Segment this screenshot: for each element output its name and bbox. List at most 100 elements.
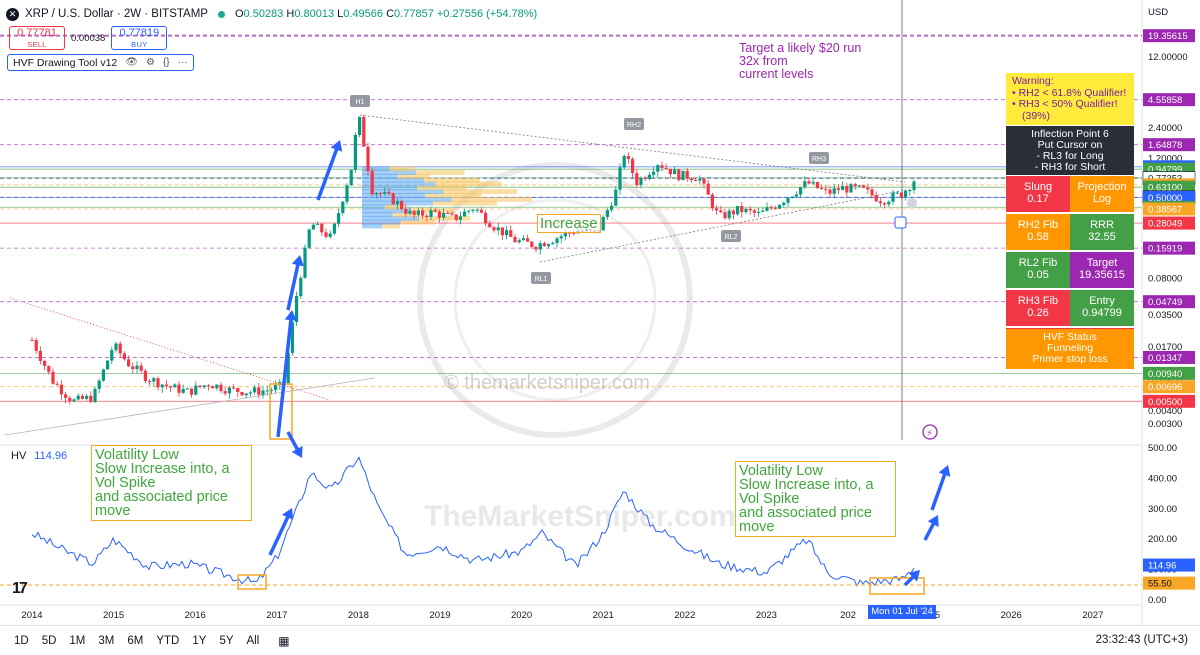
candle-body bbox=[601, 216, 605, 231]
candle-body bbox=[47, 365, 51, 372]
candle-body bbox=[429, 210, 433, 218]
timeframe-1d[interactable]: 1D bbox=[14, 634, 29, 647]
timeframe-ytd[interactable]: YTD bbox=[156, 634, 180, 647]
candle-body bbox=[374, 193, 378, 195]
stat-label: RRR bbox=[1090, 219, 1114, 231]
hv-value: 114.96 bbox=[34, 450, 68, 462]
price-tag: 0.01347 bbox=[1143, 350, 1195, 364]
pivot-label[interactable]: H1 bbox=[350, 95, 370, 107]
hvf-stat-cell: Target 19.35615 bbox=[1070, 252, 1134, 288]
arrow-up-icon bbox=[930, 465, 951, 511]
candle-body bbox=[526, 238, 530, 242]
candle-body bbox=[610, 205, 614, 210]
pivot-label[interactable]: RH2 bbox=[624, 118, 644, 130]
inflection-line: - RL3 for Long bbox=[1036, 150, 1104, 162]
hv-legend[interactable]: HV 114.96 bbox=[11, 450, 67, 462]
volume-profile-bar bbox=[435, 181, 502, 187]
volume-profile-bar bbox=[382, 223, 400, 229]
pivot-label[interactable]: RL2 bbox=[721, 230, 741, 242]
svg-text:RH3: RH3 bbox=[812, 156, 826, 163]
candle-body bbox=[513, 236, 517, 243]
volume-profile-bar bbox=[443, 189, 517, 195]
more-icon[interactable]: ··· bbox=[177, 57, 188, 68]
candles-group bbox=[30, 114, 916, 405]
candle-body bbox=[433, 210, 437, 212]
stat-label: RH3 Fib bbox=[1017, 295, 1059, 307]
svg-text:0.38567: 0.38567 bbox=[1148, 204, 1182, 215]
arrow-up-icon bbox=[903, 570, 920, 587]
timeframe-5y[interactable]: 5Y bbox=[219, 634, 234, 647]
candle-body bbox=[311, 224, 315, 230]
price-tag: 4.55858 bbox=[1143, 93, 1195, 107]
candle-body bbox=[206, 385, 210, 387]
pivot-label[interactable]: RH3 bbox=[809, 152, 829, 164]
warning-line: • RH3 < 50% Qualifier! bbox=[1012, 98, 1118, 110]
hvf-stat-cell: RL2 Fib 0.05 bbox=[1006, 252, 1070, 288]
candle-body bbox=[765, 207, 769, 211]
settings-icon[interactable]: ⚙ bbox=[145, 57, 155, 68]
timeframe-1m[interactable]: 1M bbox=[69, 634, 86, 647]
candle-body bbox=[614, 189, 618, 206]
buy-button[interactable]: 0.77819 BUY bbox=[111, 26, 168, 50]
candle-body bbox=[710, 194, 714, 209]
drag-handle-icon[interactable] bbox=[907, 198, 917, 208]
symbol-header: ✕ XRP / U.S. Dollar · 2W · BITSTAMP O0.5… bbox=[6, 5, 537, 23]
indicator-legend[interactable]: HVF Drawing Tool v12 👁 ⚙ {} ··· bbox=[7, 54, 194, 71]
candle-body bbox=[85, 395, 89, 399]
source-code-icon[interactable]: {} bbox=[162, 57, 170, 68]
timeframe-3m[interactable]: 3M bbox=[98, 634, 115, 647]
svg-text:0.50000: 0.50000 bbox=[1148, 193, 1182, 204]
hv-axis[interactable]: 500.00400.00300.00200.00100.000.00114.96… bbox=[1143, 443, 1195, 606]
clock[interactable]: 23:32:43 (UTC+3) bbox=[1095, 634, 1188, 646]
eye-icon[interactable]: 👁 bbox=[125, 57, 138, 68]
timeframe-5d[interactable]: 5D bbox=[41, 634, 57, 647]
volume-profile-bar bbox=[362, 185, 417, 191]
hv-low-box-left bbox=[237, 574, 267, 590]
candle-body bbox=[93, 388, 97, 402]
replay-marker-icon[interactable] bbox=[894, 216, 907, 229]
candle-body bbox=[559, 236, 563, 239]
candle-body bbox=[358, 116, 362, 135]
candle-body bbox=[685, 170, 689, 179]
timeframe-all[interactable]: All bbox=[246, 634, 260, 647]
candle-body bbox=[887, 201, 891, 205]
candle-body bbox=[547, 244, 551, 247]
timeframe-6m[interactable]: 6M bbox=[127, 634, 144, 647]
candle-body bbox=[736, 206, 740, 215]
price-tick-label: 0.01700 bbox=[1148, 342, 1182, 353]
sell-button[interactable]: 0.77781 SELL bbox=[9, 26, 65, 50]
candle-body bbox=[299, 277, 303, 297]
candle-body bbox=[467, 210, 471, 212]
price-tag: 0.38567 bbox=[1143, 202, 1195, 216]
pivot-label[interactable]: RL1 bbox=[531, 272, 551, 284]
stat-value: 0.26 bbox=[1027, 307, 1049, 319]
low-value: 0.49566 bbox=[343, 8, 384, 20]
candle-body bbox=[660, 165, 664, 168]
vol-right-line: Slow Increase into, a bbox=[739, 477, 874, 493]
candle-body bbox=[492, 227, 496, 231]
calendar-range-icon[interactable]: ▦ bbox=[278, 633, 290, 648]
svg-text:0.00500: 0.00500 bbox=[1148, 397, 1182, 408]
candle-body bbox=[521, 238, 525, 241]
candle-body bbox=[244, 393, 248, 396]
arrow-up-icon bbox=[316, 140, 343, 201]
timeframe-1y[interactable]: 1Y bbox=[192, 634, 207, 647]
currency-label[interactable]: USD bbox=[1148, 7, 1169, 18]
symbol-title[interactable]: XRP / U.S. Dollar · 2W · BITSTAMP bbox=[25, 8, 208, 20]
candle-body bbox=[811, 181, 815, 184]
candle-body bbox=[416, 210, 420, 215]
price-tick-label: 0.00300 bbox=[1148, 419, 1182, 430]
candle-body bbox=[450, 213, 454, 215]
hvf-stat-cell: RRR 32.55 bbox=[1070, 214, 1134, 250]
time-tick-label: 2027 bbox=[1082, 610, 1103, 621]
time-axis[interactable]: 2014 2015 2016 2017 2018 2019 2020 2021 2022 2023… bbox=[21, 610, 1103, 621]
svg-text:0.01347: 0.01347 bbox=[1148, 353, 1182, 364]
candle-body bbox=[870, 189, 874, 196]
candle-body bbox=[484, 212, 488, 224]
tradingview-logo[interactable]: 17 bbox=[12, 580, 28, 597]
lightning-icon[interactable] bbox=[922, 424, 938, 440]
indicator-name[interactable]: HVF Drawing Tool v12 bbox=[13, 56, 118, 69]
hvf-stat-cell: RH2 Fib 0.58 bbox=[1006, 214, 1070, 250]
warning-line: (39%) bbox=[1022, 109, 1051, 122]
